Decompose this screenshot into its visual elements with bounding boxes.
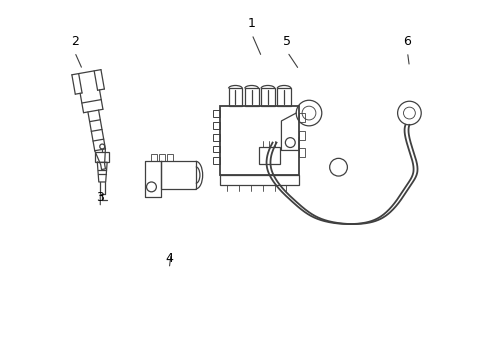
Bar	[214, 122, 220, 129]
Bar	[214, 110, 220, 117]
Bar	[299, 131, 305, 140]
Bar	[299, 113, 305, 122]
Bar	[220, 106, 299, 175]
Text: 1: 1	[248, 17, 256, 30]
Bar	[259, 147, 280, 164]
Text: 6: 6	[404, 35, 412, 48]
Bar	[159, 154, 165, 161]
Text: 3: 3	[97, 191, 104, 204]
Bar	[167, 154, 173, 161]
Bar	[151, 154, 157, 161]
Bar	[277, 89, 291, 106]
Text: 4: 4	[165, 252, 173, 265]
Bar	[214, 134, 220, 141]
Text: 2: 2	[71, 35, 78, 48]
Bar	[261, 89, 275, 106]
Bar	[161, 161, 196, 189]
Bar	[96, 152, 109, 162]
Bar	[220, 175, 299, 185]
Bar	[228, 89, 242, 106]
Bar	[299, 148, 305, 157]
Bar	[214, 157, 220, 164]
Bar	[214, 145, 220, 152]
Bar	[245, 89, 259, 106]
Text: 5: 5	[283, 35, 292, 48]
